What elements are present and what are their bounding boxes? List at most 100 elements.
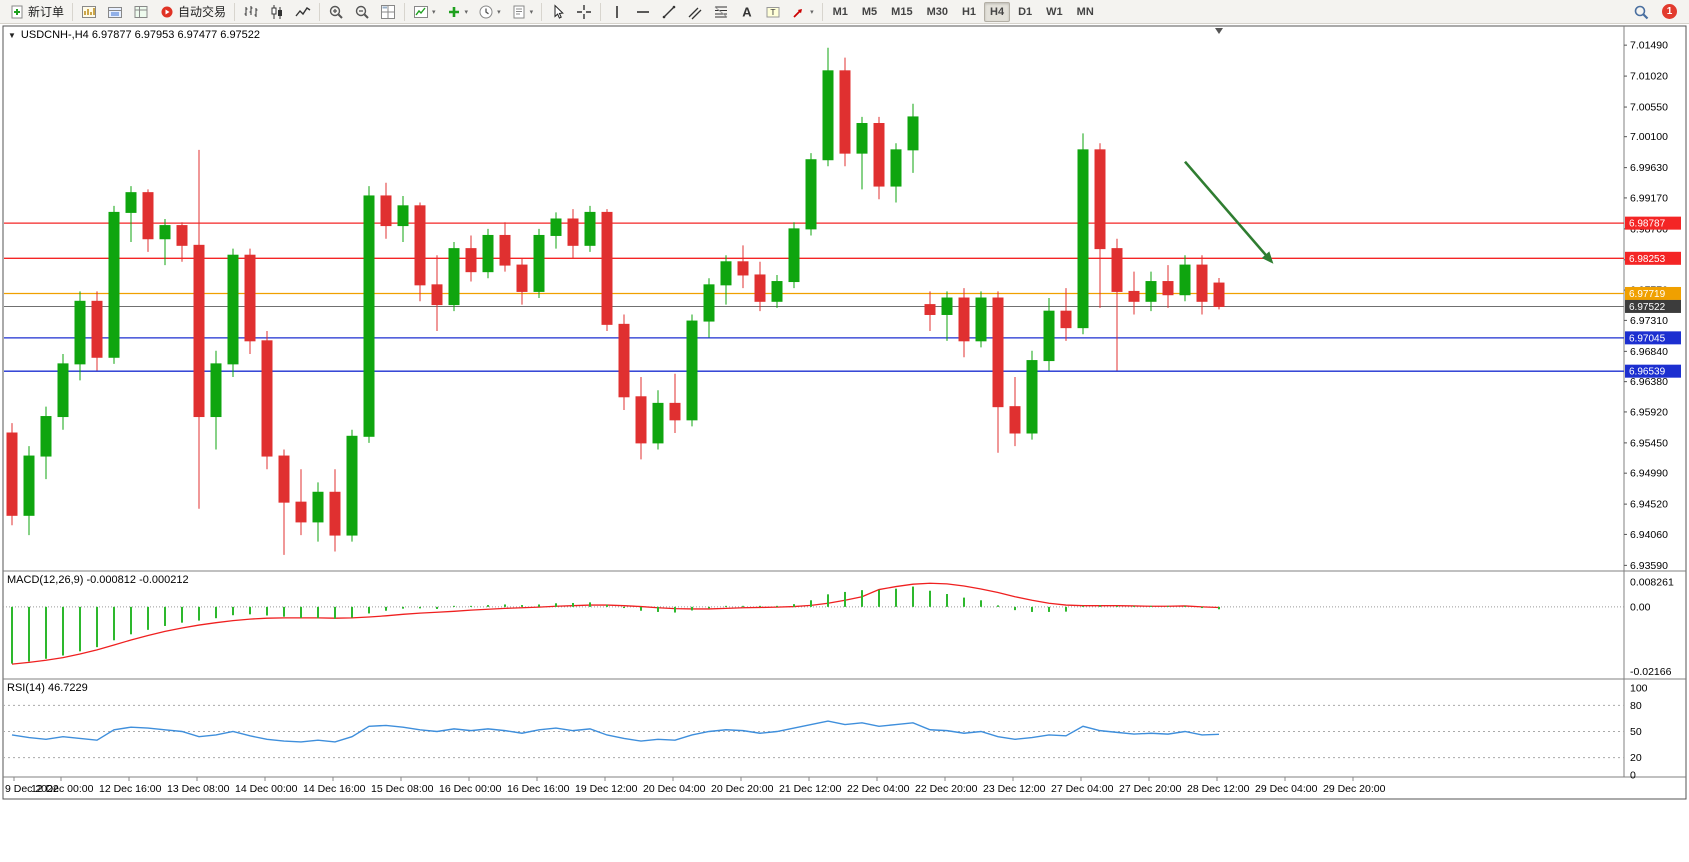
toolbar-separator bbox=[821, 2, 823, 21]
time-axis-label: 22 Dec 20:00 bbox=[915, 783, 978, 795]
time-axis-label: 21 Dec 12:00 bbox=[779, 783, 842, 795]
data-window-button[interactable] bbox=[129, 2, 153, 22]
toolbar-separator bbox=[72, 2, 74, 21]
auto-trading-button[interactable]: 自动交易 bbox=[155, 2, 230, 22]
time-axis-label: 20 Dec 20:00 bbox=[711, 783, 774, 795]
one-click-collapse-icon[interactable]: ▼ bbox=[8, 30, 16, 40]
templates-dropdown-arrow[interactable]: ▾ bbox=[529, 8, 534, 16]
timeframe-m30-button[interactable]: M30 bbox=[921, 2, 954, 22]
timeframe-h1-button[interactable]: H1 bbox=[956, 2, 982, 22]
time-axis-label: 28 Dec 12:00 bbox=[1187, 783, 1250, 795]
horizontal-line-button[interactable] bbox=[631, 2, 655, 22]
indicators-dropdown-arrow[interactable]: ▾ bbox=[432, 8, 436, 16]
bar-chart-mode-button[interactable] bbox=[239, 2, 263, 22]
price-tag bbox=[1625, 286, 1681, 300]
time-axis-label: 16 Dec 16:00 bbox=[507, 783, 570, 795]
profiles-icon bbox=[107, 4, 123, 20]
toolbar-separator bbox=[541, 2, 543, 21]
time-axis-label: 14 Dec 16:00 bbox=[303, 783, 366, 795]
arrows-button[interactable]: ▾ bbox=[787, 2, 818, 22]
add-indicator-button[interactable]: ▾ bbox=[442, 2, 473, 22]
price-tag bbox=[1625, 331, 1681, 345]
arrows-icon bbox=[791, 4, 807, 20]
timeframe-m15-button[interactable]: M15 bbox=[885, 2, 918, 22]
timeframe-mn-button[interactable]: MN bbox=[1071, 2, 1100, 22]
chart-canvas[interactable]: 7.01490 7.01020 7.00550 7.00100 6.99630 6.991… bbox=[0, 24, 1689, 862]
time-axis-label: 29 Dec 20:00 bbox=[1323, 783, 1386, 795]
time-axis-label: 9 Dec 2022 bbox=[5, 783, 59, 795]
zoom-in-button[interactable] bbox=[324, 2, 348, 22]
cursor-icon bbox=[550, 4, 566, 20]
time-axis-label: 13 Dec 08:00 bbox=[167, 783, 230, 795]
search-icon bbox=[1633, 4, 1649, 20]
cursor-button[interactable] bbox=[546, 2, 570, 22]
new-order-icon bbox=[9, 4, 25, 20]
candlestick-mode-button[interactable] bbox=[265, 2, 289, 22]
price-tags: 6.98787 6.98253 6.97719 6.97045 6.96539 6.975… bbox=[1625, 216, 1681, 378]
chart-frame bbox=[2, 25, 1687, 800]
timeframe-d1-button[interactable]: D1 bbox=[1012, 2, 1038, 22]
toolbar-separator bbox=[600, 2, 602, 21]
chart-shift-marker[interactable] bbox=[1215, 28, 1223, 34]
price-tag-label: 6.97522 bbox=[1629, 302, 1666, 313]
timeframe-w1-button[interactable]: W1 bbox=[1040, 2, 1069, 22]
profiles-button[interactable] bbox=[103, 2, 127, 22]
price-axis-tick-label: 7.01020 bbox=[1630, 71, 1668, 83]
price-axis-tick-label: 7.01490 bbox=[1630, 40, 1668, 52]
fibonacci-button[interactable] bbox=[709, 2, 733, 22]
arrows-dropdown-arrow[interactable]: ▾ bbox=[810, 8, 814, 16]
time-axis-label: 12 Dec 00:00 bbox=[31, 783, 94, 795]
time-axis-label: 22 Dec 04:00 bbox=[847, 783, 910, 795]
svg-text:A: A bbox=[742, 4, 752, 19]
indicators-icon bbox=[413, 4, 429, 20]
price-axis-tick-label: 6.94990 bbox=[1630, 468, 1668, 480]
templates-button[interactable]: ▾ bbox=[507, 2, 538, 22]
rsi-indicator-label: RSI(14) 46.7229 bbox=[7, 682, 88, 694]
price-tag bbox=[1625, 299, 1681, 313]
time-axis-label: 20 Dec 04:00 bbox=[643, 783, 706, 795]
text-button[interactable]: A bbox=[735, 2, 759, 22]
toolbar-separator bbox=[234, 2, 236, 21]
timeframe-m5-button[interactable]: M5 bbox=[856, 2, 883, 22]
time-axis-label: 19 Dec 12:00 bbox=[575, 783, 638, 795]
price-axis-tick-label: 6.99170 bbox=[1630, 192, 1668, 204]
price-axis-tick-label: 6.97310 bbox=[1630, 315, 1668, 327]
price-tag-label: 6.98787 bbox=[1629, 219, 1666, 230]
macd-axis-tick-label: 0.00 bbox=[1630, 601, 1651, 613]
timeframe-m1-button[interactable]: M1 bbox=[827, 2, 854, 22]
price-axis-tick-label: 7.00550 bbox=[1630, 102, 1668, 114]
trend-arrow-annotation[interactable] bbox=[1184, 160, 1274, 264]
timeframe-h4-button[interactable]: H4 bbox=[984, 1, 1011, 22]
price-tag bbox=[1625, 251, 1681, 265]
periods-button[interactable]: ▾ bbox=[474, 2, 505, 22]
price-axis-tick-label: 6.95450 bbox=[1630, 437, 1668, 449]
search-button[interactable] bbox=[1629, 2, 1653, 22]
zoom-out-button[interactable] bbox=[350, 2, 374, 22]
time-axis-label: 29 Dec 04:00 bbox=[1255, 783, 1318, 795]
notification-badge[interactable]: 1 bbox=[1662, 4, 1677, 19]
horizontal-line-icon bbox=[635, 4, 651, 20]
text-icon: A bbox=[739, 4, 755, 20]
tile-windows-button[interactable] bbox=[376, 2, 400, 22]
price-axis-tick-label: 6.94520 bbox=[1630, 499, 1668, 511]
price-axis-tick-label: 6.96840 bbox=[1630, 346, 1668, 358]
indicator-axis[interactable]: 0.008261 0.00 -0.02166 100 80 50 20 0 bbox=[1630, 577, 1674, 782]
text-label-button[interactable]: T bbox=[761, 2, 785, 22]
vertical-line-button[interactable] bbox=[605, 2, 629, 22]
data-window-icon bbox=[133, 4, 149, 20]
periods-dropdown-arrow[interactable]: ▾ bbox=[497, 8, 501, 16]
text-label-icon: T bbox=[765, 4, 781, 20]
price-axis-tick-label: 6.94060 bbox=[1630, 529, 1668, 541]
add-indicator-dropdown-arrow[interactable]: ▾ bbox=[464, 8, 469, 16]
new-chart-button[interactable] bbox=[77, 2, 101, 22]
trendline-button[interactable] bbox=[657, 2, 681, 22]
templates-icon bbox=[511, 4, 527, 20]
equidistant-channel-button[interactable] bbox=[683, 2, 707, 22]
crosshair-button[interactable] bbox=[572, 2, 596, 22]
line-chart-mode-button[interactable] bbox=[291, 2, 315, 22]
rsi-pane bbox=[3, 704, 1624, 759]
new-order-button[interactable]: 新订单 bbox=[5, 2, 68, 22]
indicators-button[interactable]: ▾ bbox=[409, 2, 440, 22]
